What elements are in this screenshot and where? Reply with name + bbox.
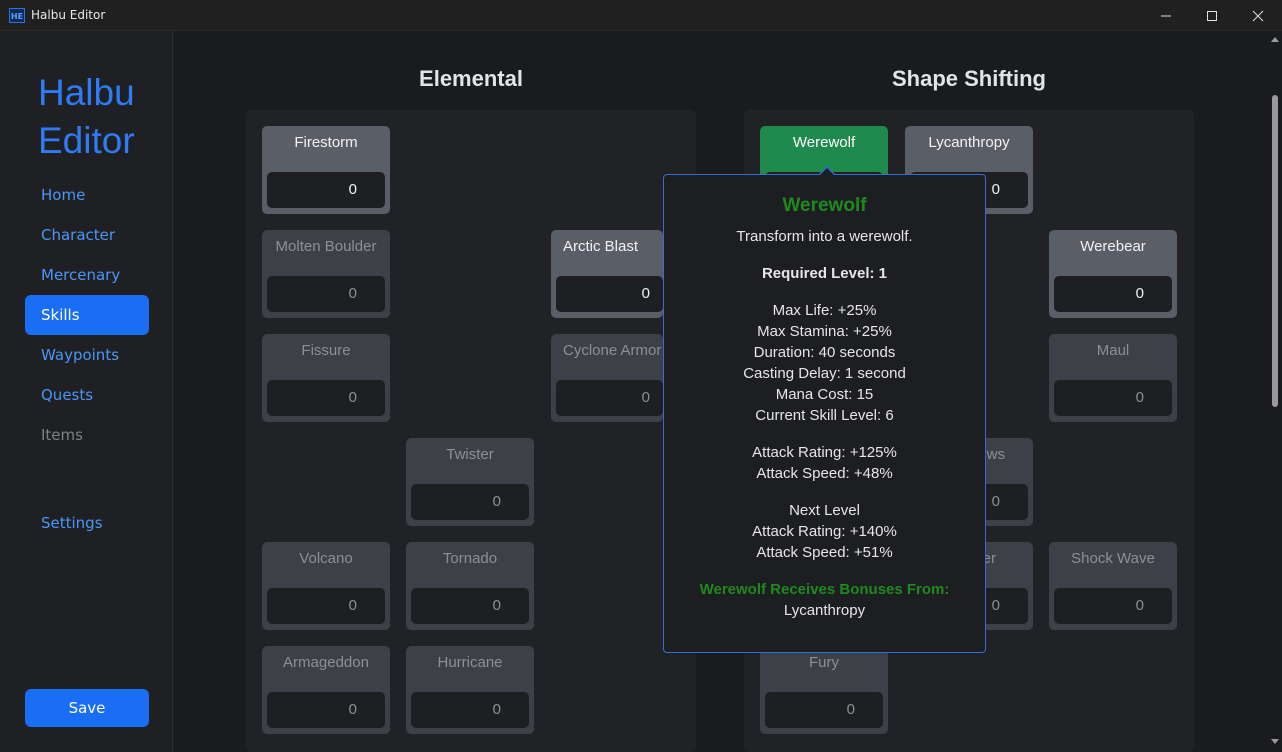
skill-maul[interactable]: Maul 0: [1049, 334, 1177, 422]
save-button[interactable]: Save: [25, 689, 149, 727]
skill-volcano[interactable]: Volcano 0: [262, 542, 390, 630]
tooltip-bonus-label: Werewolf Receives Bonuses From:: [699, 581, 950, 598]
skill-name: Shock Wave: [1071, 550, 1155, 567]
skill-name: Arctic Blast: [563, 238, 639, 255]
skill-name: ws: [986, 446, 1005, 463]
scrollbar-thumb[interactable]: [1272, 95, 1278, 407]
skill-firestorm[interactable]: Firestorm 0: [262, 126, 390, 214]
skill-tooltip: Werewolf Transform into a werewolf. Requ…: [663, 174, 986, 653]
skill-level-input[interactable]: 0: [267, 692, 385, 728]
sidebar-item-quests[interactable]: Quests: [41, 386, 94, 404]
close-button[interactable]: [1235, 0, 1281, 31]
skill-werebear[interactable]: Werebear 0: [1049, 230, 1177, 318]
tooltip-title: Werewolf: [782, 195, 867, 216]
skill-fissure[interactable]: Fissure 0: [262, 334, 390, 422]
skill-level-input[interactable]: 0: [411, 484, 529, 520]
title-bar: HE Halbu Editor: [0, 0, 1282, 31]
skill-name: Fissure: [301, 342, 351, 359]
sidebar-item-home[interactable]: Home: [41, 186, 86, 204]
skill-name: Werebear: [1080, 238, 1146, 255]
tooltip-stat: Casting Delay: 1 second: [743, 365, 906, 382]
vertical-scrollbar[interactable]: [1268, 31, 1282, 752]
skill-tornado[interactable]: Tornado 0: [406, 542, 534, 630]
maximize-button[interactable]: [1189, 0, 1235, 31]
skill-level-input[interactable]: 0: [556, 380, 663, 416]
tooltip-stat: Max Life: +25%: [772, 302, 877, 319]
scroll-up-icon[interactable]: [1271, 37, 1279, 42]
skill-name: Armageddon: [283, 654, 369, 671]
minimize-button[interactable]: [1143, 0, 1189, 31]
skill-level-input[interactable]: 0: [411, 692, 529, 728]
sidebar-item-settings[interactable]: Settings: [41, 514, 103, 532]
skill-arctic-blast[interactable]: Arctic Blast 0: [551, 230, 663, 318]
skill-name: Hurricane: [437, 654, 503, 671]
skill-name: Fury: [809, 654, 839, 671]
tooltip-stat: Duration: 40 seconds: [753, 344, 896, 361]
tooltip-description: Transform into a werewolf.: [736, 228, 913, 245]
tooltip-next-stat: Attack Speed: +51%: [756, 544, 893, 561]
skill-name: Molten Boulder: [275, 238, 377, 255]
app-logo: Halbu Editor: [38, 69, 135, 165]
sidebar-item-items: Items: [41, 426, 83, 444]
skill-name: Werewolf: [792, 134, 856, 151]
skill-armageddon[interactable]: Armageddon 0: [262, 646, 390, 734]
tooltip-stat: Max Stamina: +25%: [757, 323, 892, 340]
tree-title-elemental: Elemental: [419, 66, 523, 91]
skill-level-input[interactable]: 0: [267, 172, 385, 208]
tooltip-arrow-inner: [820, 168, 834, 175]
tooltip-stat: Mana Cost: 15: [775, 386, 874, 403]
skill-name: Cyclone Armor: [563, 342, 662, 359]
elemental-tree-panel: [246, 110, 696, 752]
skill-level-input[interactable]: 0: [411, 588, 529, 624]
skill-name: Volcano: [299, 550, 353, 567]
skill-shock-wave[interactable]: Shock Wave 0: [1049, 542, 1177, 630]
skill-hurricane[interactable]: Hurricane 0: [406, 646, 534, 734]
tooltip-current-stat: Attack Speed: +48%: [756, 465, 893, 482]
tooltip-next-stat: Attack Rating: +140%: [752, 523, 897, 540]
sidebar-item-character[interactable]: Character: [41, 226, 116, 244]
skill-level-input[interactable]: 0: [267, 276, 385, 312]
skill-level-input[interactable]: 0: [556, 276, 663, 312]
tooltip-current-stat: Attack Rating: +125%: [752, 444, 897, 461]
maximize-icon: [1207, 11, 1217, 21]
close-icon: [1252, 10, 1264, 22]
app-icon: HE: [9, 8, 25, 23]
skill-molten-boulder[interactable]: Molten Boulder 0: [262, 230, 390, 318]
logo-line-1: Halbu: [38, 72, 135, 113]
tooltip-required-level: Required Level: 1: [761, 265, 888, 282]
skill-level-input[interactable]: 0: [1054, 276, 1172, 312]
skill-name: Tornado: [442, 550, 498, 567]
skill-level-input[interactable]: 0: [267, 588, 385, 624]
tooltip-next-level-label: Next Level: [789, 502, 860, 519]
skill-cyclone-armor[interactable]: Cyclone Armor 0: [551, 334, 663, 422]
tooltip-stat: Current Skill Level: 6: [755, 407, 894, 424]
tooltip-bonus-source: Lycanthropy: [783, 602, 866, 619]
skill-level-input[interactable]: 0: [1054, 380, 1172, 416]
skill-name: Firestorm: [294, 134, 358, 151]
window-title: Halbu Editor: [31, 8, 106, 22]
skill-name: Lycanthropy: [928, 134, 1010, 151]
sidebar-item-mercenary[interactable]: Mercenary: [41, 266, 121, 284]
sidebar-item-skills[interactable]: Skills: [25, 295, 149, 335]
skill-name: Twister: [446, 446, 494, 463]
skill-level-input[interactable]: 0: [765, 692, 883, 728]
scroll-down-icon[interactable]: [1271, 739, 1279, 744]
sidebar-item-waypoints[interactable]: Waypoints: [41, 346, 120, 364]
sidebar: Halbu Editor Home Character Mercenary Sk…: [0, 31, 173, 752]
skill-fury[interactable]: Fury 0: [760, 646, 888, 734]
skill-name: Maul: [1096, 342, 1130, 359]
logo-line-2: Editor: [38, 120, 135, 161]
tree-title-shape-shifting: Shape Shifting: [892, 66, 1046, 91]
minimize-icon: [1161, 15, 1171, 17]
skill-level-input[interactable]: 0: [1054, 588, 1172, 624]
skill-twister[interactable]: Twister 0: [406, 438, 534, 526]
skill-level-input[interactable]: 0: [267, 380, 385, 416]
